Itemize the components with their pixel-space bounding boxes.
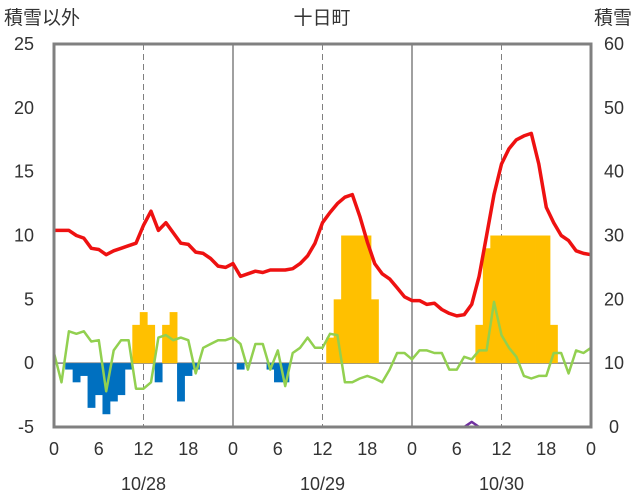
- x-tick-label: 0: [586, 439, 596, 459]
- chart-title: 十日町: [293, 7, 350, 29]
- snowfall-bar: [549, 324, 558, 364]
- snowfall-bar: [87, 363, 96, 408]
- snowfall-bar: [109, 363, 118, 402]
- snowfall-bar: [154, 363, 163, 383]
- x-axis-dates: 10/28 10/29 10/30: [121, 474, 524, 494]
- snowfall-bar: [482, 248, 491, 364]
- snowfall-bar: [80, 363, 88, 376]
- left-tick-label: 25: [14, 34, 34, 54]
- snowfall-bar: [274, 363, 282, 383]
- snowfall-bar: [117, 363, 126, 396]
- snowfall-bar: [139, 312, 148, 364]
- snowfall-bar: [341, 235, 350, 364]
- snowfall-bar: [281, 363, 290, 383]
- snowfall-bar: [535, 235, 543, 364]
- snowfall-bar: [72, 363, 81, 383]
- snowfall-bar: [191, 363, 200, 370]
- snowfall-bar: [475, 324, 484, 364]
- green-series-line: [52, 300, 592, 393]
- snowfall-bar: [370, 299, 379, 364]
- x-tick-label: 0: [49, 439, 59, 459]
- x-tick-label: 0: [228, 439, 238, 459]
- snowfall-bar: [542, 235, 551, 364]
- snowfall-bar: [333, 299, 342, 364]
- left-tick-label: 20: [14, 98, 34, 118]
- snowfall-bar: [527, 235, 536, 364]
- left-tick-label: 15: [14, 162, 34, 182]
- x-tick-label: 6: [94, 439, 104, 459]
- snowfall-bar: [169, 312, 178, 364]
- x-tick-label: 6: [273, 439, 283, 459]
- left-axis-ticks: -5 0 5 10 15 20 25: [14, 34, 34, 437]
- x-tick-label: 18: [357, 439, 377, 459]
- left-tick-label: 10: [14, 226, 34, 246]
- x-date-label: 10/30: [479, 474, 524, 494]
- plot-frame: [52, 42, 593, 429]
- right-tick-label: 10: [604, 353, 624, 373]
- x-date-label: 10/28: [121, 474, 166, 494]
- snowfall-bar: [124, 363, 133, 370]
- x-tick-label: 18: [536, 439, 556, 459]
- right-tick-label: 40: [604, 162, 624, 182]
- right-tick-label: 50: [604, 98, 624, 118]
- temperature-line: [54, 131, 592, 318]
- snowfall-bar: [363, 235, 372, 364]
- snowfall-bar: [147, 324, 156, 364]
- x-tick-label: 18: [178, 439, 198, 459]
- x-tick-label: 12: [312, 439, 332, 459]
- right-axis-ticks: 0 10 20 30 40 50 60: [604, 34, 624, 437]
- left-axis-title: 積雪以外: [4, 7, 80, 29]
- x-tick-label: 12: [133, 439, 153, 459]
- snowfall-bar: [497, 235, 506, 364]
- left-tick-label: -5: [18, 417, 34, 437]
- right-tick-label: 0: [609, 417, 619, 437]
- x-tick-label: 6: [452, 439, 462, 459]
- snowfall-bar: [356, 235, 364, 364]
- x-date-label: 10/29: [300, 474, 345, 494]
- snowfall-bar: [177, 363, 185, 402]
- snowfall-bar: [505, 235, 514, 364]
- right-tick-label: 60: [604, 34, 624, 54]
- snowfall-bar: [490, 235, 499, 364]
- snowfall-bar: [162, 324, 171, 364]
- snowfall-bar: [65, 363, 74, 370]
- snowfall-bar: [95, 363, 103, 396]
- right-tick-label: 30: [604, 226, 624, 246]
- snowfall-bar: [520, 235, 529, 364]
- snowfall-bars: [65, 235, 558, 415]
- snowfall-bar: [326, 337, 335, 364]
- left-tick-label: 0: [24, 353, 34, 373]
- snowfall-bar: [236, 363, 245, 370]
- x-tick-label: 12: [491, 439, 511, 459]
- snowfall-bar: [512, 235, 521, 364]
- snowfall-bar: [132, 324, 141, 364]
- right-axis-title: 積雪: [594, 7, 632, 29]
- x-tick-label: 0: [407, 439, 417, 459]
- x-axis-ticks: 0 6 12 18 0 6 12 18 0 6 12 18 0: [49, 439, 596, 459]
- left-tick-label: 5: [24, 289, 34, 309]
- right-tick-label: 20: [604, 289, 624, 309]
- snowfall-bar: [184, 363, 193, 376]
- snowfall-bar: [348, 235, 357, 364]
